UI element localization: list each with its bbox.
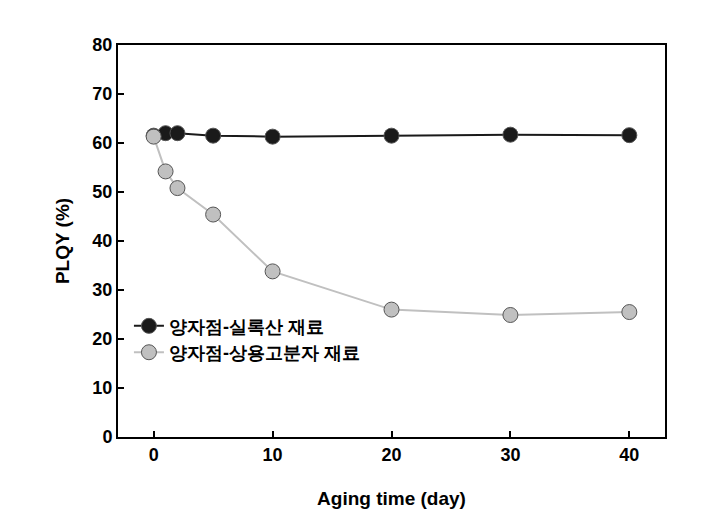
svg-text:50: 50	[92, 182, 112, 202]
svg-text:40: 40	[92, 231, 112, 251]
svg-text:40: 40	[619, 445, 639, 465]
svg-text:양자점-실록산 재료: 양자점-실록산 재료	[169, 317, 324, 337]
svg-text:0: 0	[102, 427, 112, 447]
svg-text:70: 70	[92, 84, 112, 104]
svg-text:10: 10	[92, 378, 112, 398]
svg-text:10: 10	[263, 445, 283, 465]
svg-text:20: 20	[92, 329, 112, 349]
svg-text:0: 0	[149, 445, 159, 465]
svg-text:20: 20	[381, 445, 401, 465]
svg-text:30: 30	[500, 445, 520, 465]
svg-text:60: 60	[92, 133, 112, 153]
svg-text:30: 30	[92, 280, 112, 300]
svg-text:80: 80	[92, 35, 112, 55]
svg-text:양자점-상용고분자 재료: 양자점-상용고분자 재료	[169, 343, 360, 363]
svg-text:PLQY (%): PLQY (%)	[52, 198, 73, 284]
svg-text:Aging time (day): Aging time (day)	[317, 488, 466, 509]
